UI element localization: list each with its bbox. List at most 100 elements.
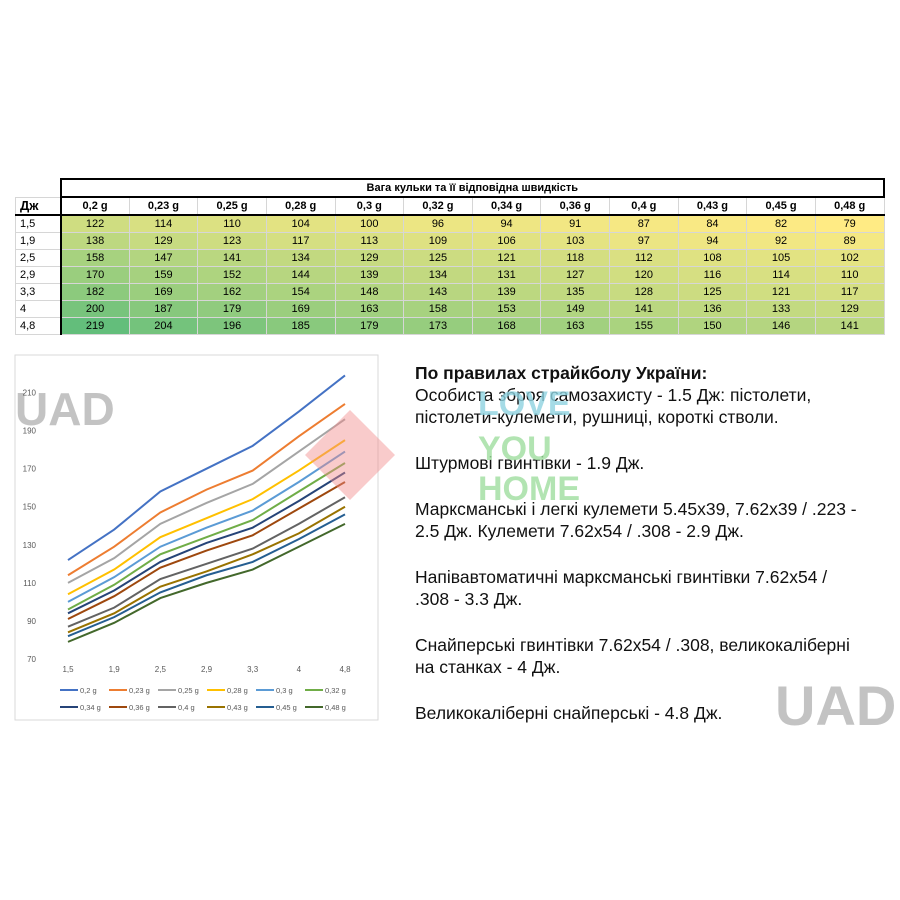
value-cell: 114 [128, 214, 199, 233]
value-cell: 139 [471, 283, 542, 301]
data-row: 2,5 158 147 141 134 129 125 121 118 112 108 105 102 [15, 249, 885, 267]
y-tick-label: 150 [23, 503, 37, 512]
legend-label: 0,28 g [227, 686, 248, 695]
series-line [67, 439, 346, 596]
column-header: 0,28 g [265, 196, 336, 216]
x-tick-label: 4,8 [339, 665, 351, 674]
value-cell: 112 [609, 249, 679, 267]
x-tick-label: 1,5 [62, 665, 74, 674]
rule-paragraph: Штурмові гвинтівки - 1.9 Дж. [415, 453, 645, 473]
series-line [67, 481, 346, 620]
column-header: 0,32 g [403, 196, 473, 216]
value-cell: 148 [334, 283, 405, 301]
value-cell: 94 [677, 232, 748, 250]
value-cell: 134 [265, 249, 336, 267]
column-header: 0,36 g [540, 196, 610, 216]
column-header: 0,3 g [334, 196, 405, 216]
value-cell: 163 [540, 317, 610, 335]
value-cell: 143 [403, 283, 473, 301]
value-cell: 169 [128, 283, 199, 301]
series-line [67, 374, 346, 561]
y-tick-label: 210 [23, 389, 37, 398]
velocity-table: Вага кульки та її відповідна швидкість Дж… [15, 178, 885, 335]
value-cell: 155 [609, 317, 679, 335]
value-cell: 105 [746, 249, 816, 267]
value-cell: 158 [60, 249, 130, 267]
value-cell: 128 [609, 283, 679, 301]
column-header: 0,2 g [60, 196, 130, 216]
value-cell: 110 [197, 214, 267, 233]
series-line [67, 471, 346, 615]
x-tick-label: 4 [297, 665, 302, 674]
value-cell: 113 [334, 232, 405, 250]
y-tick-label: 110 [23, 579, 36, 588]
legend-label: 0,32 g [325, 686, 346, 695]
legend-label: 0,2 g [80, 686, 97, 695]
column-header: 0,45 g [746, 196, 816, 216]
series-line [67, 505, 346, 634]
value-cell: 173 [403, 317, 473, 335]
rules-heading: По правилах страйкболу України: [415, 363, 708, 383]
value-cell: 114 [746, 266, 816, 284]
column-header: 0,4 g [609, 196, 679, 216]
value-cell: 123 [197, 232, 267, 250]
legend-label: 0,25 g [178, 686, 199, 695]
data-row: 4,8 219 204 196 185 179 173 168 163 155 150 146 141 [15, 317, 885, 335]
value-cell: 89 [814, 232, 885, 250]
rule-paragraph: Особиста зброя самозахисту - 1.5 Дж: піс… [415, 385, 812, 427]
rules-text: По правилах страйкболу України: Особиста… [415, 362, 865, 748]
rule-paragraph: Марксманські і легкі кулемети 5.45x39, 7… [415, 499, 857, 541]
series-line [67, 462, 346, 611]
value-cell: 141 [814, 317, 885, 335]
value-cell: 110 [814, 266, 885, 284]
value-cell: 82 [746, 214, 816, 233]
column-header: 0,25 g [197, 196, 267, 216]
value-cell: 102 [814, 249, 885, 267]
data-row: 4 200 187 179 169 163 158 153 149 141 136 133 129 [15, 300, 885, 318]
value-cell: 129 [128, 232, 199, 250]
value-cell: 104 [265, 214, 336, 233]
value-cell: 185 [265, 317, 336, 335]
series-line [67, 450, 346, 603]
value-cell: 219 [60, 317, 130, 335]
value-cell: 200 [60, 300, 130, 318]
value-cell: 129 [334, 249, 405, 267]
series-line [67, 522, 346, 643]
y-tick-label: 70 [27, 655, 36, 664]
series-line [67, 418, 346, 584]
legend-label: 0,48 g [325, 703, 346, 712]
value-cell: 170 [60, 266, 130, 284]
y-tick-label: 130 [23, 541, 37, 550]
series-line [67, 513, 346, 638]
y-tick-label: 170 [23, 465, 37, 474]
rule-paragraph: Великокаліберні снайперські - 4.8 Дж. [415, 703, 723, 723]
value-cell: 109 [403, 232, 473, 250]
value-cell: 153 [471, 300, 542, 318]
x-tick-label: 1,9 [109, 665, 121, 674]
value-cell: 196 [197, 317, 267, 335]
value-cell: 147 [128, 249, 199, 267]
value-cell: 127 [540, 266, 610, 284]
value-cell: 149 [540, 300, 610, 318]
value-cell: 139 [334, 266, 405, 284]
column-header: 0,43 g [677, 196, 748, 216]
legend-label: 0,4 g [178, 703, 195, 712]
series-line [67, 403, 346, 577]
header-row: Дж 0,2 g 0,23 g 0,25 g 0,28 g 0,3 g 0,32 g 0,34… [15, 196, 885, 216]
row-label: 3,3 [15, 283, 62, 301]
legend-label: 0,3 g [276, 686, 293, 695]
title-row: Вага кульки та її відповідна швидкість [16, 178, 885, 198]
row-label: 4,8 [15, 317, 62, 335]
series-line [67, 496, 346, 628]
value-cell: 179 [334, 317, 405, 335]
legend-label: 0,43 g [227, 703, 248, 712]
rule-paragraph: Снайперські гвинтівки 7.62x54 / .308, ве… [415, 635, 850, 677]
value-cell: 92 [746, 232, 816, 250]
y-tick-label: 190 [23, 427, 37, 436]
value-cell: 159 [128, 266, 199, 284]
table-title: Вага кульки та її відповідна швидкість [59, 178, 885, 198]
value-cell: 150 [677, 317, 748, 335]
legend-label: 0,36 g [129, 703, 150, 712]
value-cell: 94 [471, 214, 542, 233]
